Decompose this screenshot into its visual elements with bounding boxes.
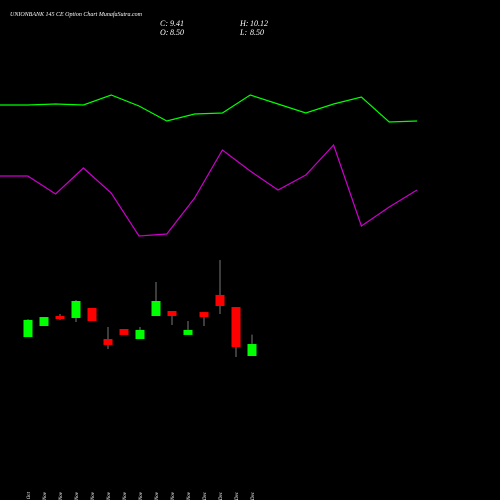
x-tick-label: 24 Nov <box>123 491 128 500</box>
summary-value: 10.12 <box>250 19 268 28</box>
summary-label: L: <box>239 28 247 37</box>
x-tick-label: 27 Nov <box>171 491 176 500</box>
x-tick-label: 03 Dec <box>235 491 240 500</box>
x-tick-label: 25 Nov <box>139 491 144 500</box>
candle-body <box>167 311 177 316</box>
x-tick-label: 20 Nov <box>91 491 96 500</box>
summary-label: O: <box>160 28 169 37</box>
candle-body <box>103 339 113 345</box>
candle-body <box>135 329 145 340</box>
indicator-line <box>0 94 418 123</box>
x-tick-label: 26 Nov <box>155 491 160 500</box>
x-tick-label: 01 Dec <box>203 491 208 500</box>
candle-body <box>23 319 33 338</box>
x-tick-label: 28 Nov <box>187 491 192 500</box>
summary-label: C: <box>160 19 168 28</box>
chart-title: UNIONBANK 145 CE Option Chart MunafaSutr… <box>10 11 143 18</box>
x-tick-label: 19 Nov <box>75 491 80 500</box>
candle-body <box>39 317 49 326</box>
candle-body <box>231 307 241 348</box>
x-tick-label: 18 Nov <box>59 491 64 500</box>
indicator-line <box>0 143 418 237</box>
summary-value: 9.41 <box>170 19 184 28</box>
candle-body <box>199 312 209 318</box>
x-tick-label: 02 Dec <box>219 491 224 500</box>
x-tick-label: 14 Nov <box>43 491 48 500</box>
candle-body <box>215 294 225 306</box>
candle-body <box>71 301 81 318</box>
candle-body <box>87 307 97 321</box>
candle-body <box>55 316 65 320</box>
summary-value: 8.50 <box>250 28 264 37</box>
candle-body <box>119 329 129 335</box>
x-tick-label: 21 Nov <box>107 491 112 500</box>
candle-body <box>247 344 257 356</box>
summary-label: H: <box>239 19 249 28</box>
candle-body <box>151 301 161 316</box>
x-tick-label: 04 Dec <box>251 491 256 500</box>
summary-value: 8.50 <box>170 28 184 37</box>
x-tick-label: 31 Oct <box>27 491 32 500</box>
candle-body <box>183 329 193 335</box>
